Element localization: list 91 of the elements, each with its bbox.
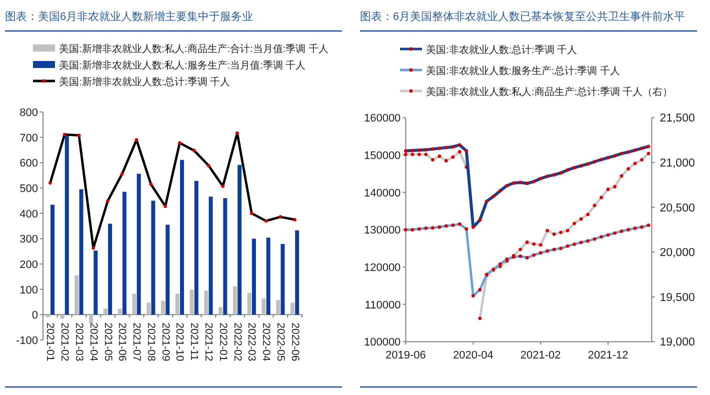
y-tick-label: 300: [20, 234, 38, 246]
bar: [232, 286, 237, 315]
chart-title: 图表：美国6月非农就业人数新增主要集中于服务业: [5, 10, 254, 23]
x-tick-label: 2021-08: [144, 322, 157, 362]
x-tick-label: 2021-03: [72, 322, 85, 362]
bar: [50, 204, 54, 315]
bar: [190, 290, 194, 315]
y-tick-label: -100: [16, 335, 38, 347]
x-tick-label: 2021-07: [130, 322, 143, 362]
legend-label: 美国:非农就业人数:服务生产:总计:季调 千人: [426, 64, 620, 77]
bar: [132, 294, 136, 315]
y2-tick-label: 21,500: [660, 112, 695, 125]
x-tick-label: 2021-01: [44, 322, 56, 362]
bar: [46, 314, 50, 318]
chart-title: 图表：6月美国整体非农就业人数已基本恢复至公共卫生事件前水平: [360, 10, 686, 23]
y-tick-label: 140000: [364, 187, 401, 200]
legend-label: 美国:新增非农就业人数:总计:季调 千人: [59, 76, 230, 88]
bar: [103, 308, 108, 315]
bar: [280, 244, 285, 315]
y2-tick-label: 20,500: [660, 202, 695, 214]
bar: [166, 224, 170, 315]
bar: [290, 302, 295, 315]
x-tick-label: 2022-01: [216, 322, 229, 362]
bar: [146, 302, 151, 315]
bar: [161, 300, 166, 315]
x-tick-label: 2021-09: [159, 322, 172, 362]
x-tick-label: 2019-06: [386, 350, 426, 362]
y-tick-label: 0: [32, 310, 38, 322]
bar: [89, 314, 94, 324]
y2-tick-label: 19,500: [660, 292, 695, 304]
bar: [295, 230, 300, 315]
y-tick-label: 800: [20, 107, 38, 119]
bar: [262, 298, 266, 315]
y-tick-label: 150000: [364, 150, 401, 162]
bar: [79, 189, 84, 315]
x-tick-label: 2022-04: [260, 322, 272, 362]
x-tick-label: 2021-11: [188, 322, 200, 361]
x-tick-label: 2021-02: [58, 322, 71, 362]
y-tick-label: 130000: [364, 224, 401, 237]
bar: [60, 314, 64, 319]
bar: [252, 238, 256, 315]
legend-label: 美国:新增非农就业人数:私人:商品生产:合计:当月值:季调 千人: [59, 42, 328, 55]
x-tick-label: 2021-05: [102, 322, 114, 362]
x-tick-label: 2021-12: [588, 350, 628, 362]
x-tick-label: 2022-06: [288, 322, 301, 362]
y-tick-label: 100: [20, 284, 38, 296]
bar: [218, 307, 223, 315]
bar: [208, 196, 213, 315]
bar: [64, 136, 69, 315]
line-series: [404, 143, 650, 229]
y-tick-label: 110000: [364, 299, 401, 312]
bar: [223, 198, 228, 315]
legend-label: 美国:新增非农就业人数:私人:服务生产:当月值:季调 千人: [59, 59, 306, 72]
y2-tick-label: 19,000: [660, 336, 695, 349]
x-tick-label: 2021-06: [116, 322, 128, 362]
x-tick-label: 2021-10: [174, 322, 186, 362]
legend-label: 美国:非农就业人数:总计:季调 千人: [426, 44, 578, 56]
bar: [238, 164, 242, 315]
bar: [136, 174, 141, 315]
bar: [266, 238, 270, 315]
y2-tick-label: 20,000: [660, 247, 695, 260]
bar: [118, 308, 122, 315]
y-tick-label: 200: [20, 259, 38, 271]
bar: [204, 290, 208, 315]
y-tick-label: 600: [20, 158, 38, 170]
y-tick-label: 500: [20, 183, 38, 195]
x-tick-label: 2020-04: [452, 350, 494, 362]
y-tick-label: 120000: [364, 262, 401, 274]
line-series: [404, 222, 650, 298]
x-tick-label: 2022-05: [274, 322, 286, 362]
bar: [151, 200, 156, 315]
bar: [180, 160, 184, 315]
x-tick-label: 2021-04: [87, 322, 100, 362]
bar: [194, 180, 198, 315]
legend-label: 美国:非农就业人数:私人:商品生产:总计:季调 千人（右）: [426, 86, 673, 98]
y-tick-label: 160000: [364, 112, 401, 125]
y-tick-label: 400: [20, 208, 38, 220]
y-tick-label: 100000: [364, 336, 401, 349]
x-tick-label: 2022-03: [246, 322, 258, 362]
x-tick-label: 2022-02: [231, 322, 244, 362]
y-tick-label: 700: [20, 132, 38, 144]
bar: [122, 192, 126, 315]
y2-tick-label: 21,000: [660, 158, 695, 170]
x-tick-label: 2021-02: [520, 350, 561, 362]
bar: [108, 224, 112, 315]
x-tick-label: 2021-12: [202, 322, 214, 362]
bar: [276, 300, 280, 315]
bar: [175, 294, 180, 315]
bar: [247, 292, 252, 315]
bar: [94, 250, 98, 315]
bar: [74, 275, 79, 315]
